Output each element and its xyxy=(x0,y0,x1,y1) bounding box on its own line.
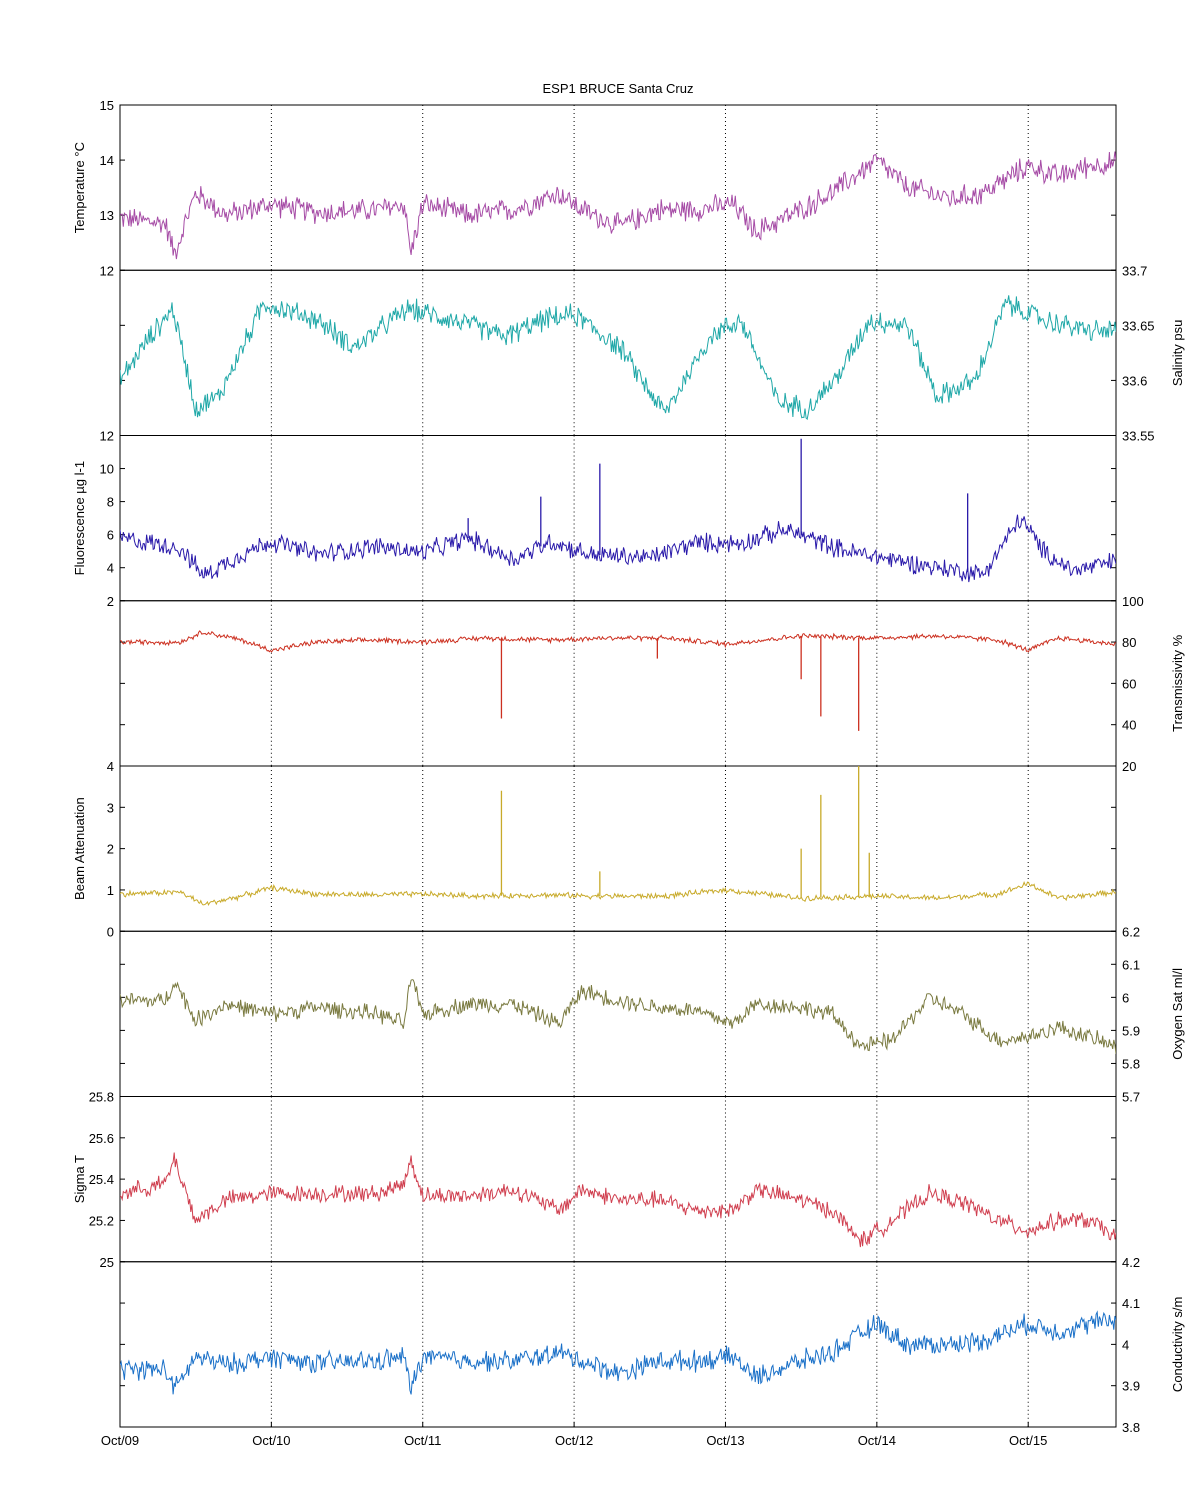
y-axis-label: Salinity psu xyxy=(1170,320,1185,386)
x-tick-label: Oct/10 xyxy=(252,1433,290,1448)
panel-3: 2 4 6 8 10 12 Fluorescence µg l-1 xyxy=(72,429,1117,609)
y-tick-label: 4.2 xyxy=(1122,1255,1140,1270)
series-line xyxy=(120,151,1116,260)
y-axis-label: Fluorescence µg l-1 xyxy=(72,461,87,575)
y-tick-label: 25.8 xyxy=(89,1090,114,1105)
y-axis-label: Beam Attenuation xyxy=(72,797,87,900)
y-tick-label: 15 xyxy=(100,98,114,113)
y-tick-label: 33.55 xyxy=(1122,429,1155,444)
panel-frame xyxy=(119,1096,1117,1263)
y-tick-label: 4 xyxy=(107,759,114,774)
y-tick-label: 13 xyxy=(100,208,114,223)
y-tick-label: 2 xyxy=(107,842,114,857)
y-tick-label: 25.4 xyxy=(89,1172,114,1187)
x-tick-label: Oct/15 xyxy=(1009,1433,1047,1448)
x-tick-label: Oct/09 xyxy=(101,1433,139,1448)
y-tick-label: 2 xyxy=(107,594,114,609)
y-tick-label: 6.2 xyxy=(1122,924,1140,939)
y-tick-label: 4 xyxy=(107,561,114,576)
chart-title: ESP1 BRUCE Santa Cruz xyxy=(542,81,693,96)
panel-frame xyxy=(119,600,1117,767)
y-tick-label: 1 xyxy=(107,883,114,898)
y-tick-label: 33.6 xyxy=(1122,373,1147,388)
y-tick-label: 33.65 xyxy=(1122,318,1155,333)
x-tick-label: Oct/14 xyxy=(858,1433,896,1448)
y-tick-label: 3.8 xyxy=(1122,1420,1140,1435)
x-axis-tick-labels: Oct/09 Oct/10 Oct/11 Oct/12 Oct/13 Oct/14 Oct/… xyxy=(101,1422,1047,1448)
series-line xyxy=(120,295,1116,421)
panel-8: 3.8 3.9 4 4.1 4.2 Conductivity s/m xyxy=(119,1255,1185,1435)
y-tick-label: 12 xyxy=(100,263,114,278)
y-tick-label: 4 xyxy=(1122,1337,1129,1352)
y-tick-label: 3 xyxy=(107,800,114,815)
y-tick-label: 33.7 xyxy=(1122,263,1147,278)
y-tick-label: 8 xyxy=(107,495,114,510)
panel-frame xyxy=(119,435,1117,602)
y-axis-label: Transmissivity % xyxy=(1170,634,1185,731)
y-tick-label: 25 xyxy=(100,1255,114,1270)
panel-7: 25 25.2 25.4 25.6 25.8 Sigma T xyxy=(72,1090,1117,1270)
series-line xyxy=(120,881,1116,906)
y-tick-label: 0 xyxy=(107,924,114,939)
y-tick-label: 60 xyxy=(1122,676,1136,691)
panel-5: 0 1 2 3 4 Beam Attenuation xyxy=(72,759,1117,939)
y-axis-label: Sigma T xyxy=(72,1155,87,1203)
y-tick-label: 25.6 xyxy=(89,1131,114,1146)
y-tick-label: 6 xyxy=(107,528,114,543)
y-tick-label: 25.2 xyxy=(89,1213,114,1228)
panel-frame xyxy=(119,104,1117,271)
panel-1: 12 13 14 15 Temperature °C xyxy=(72,98,1117,278)
y-tick-label: 3.9 xyxy=(1122,1379,1140,1394)
x-tick-label: Oct/13 xyxy=(706,1433,744,1448)
y-tick-label: 12 xyxy=(100,429,114,444)
panel-6: 5.7 5.8 5.9 6 6.1 6.2 Oxygen Sat ml/l xyxy=(119,924,1185,1105)
y-tick-label: 5.8 xyxy=(1122,1056,1140,1071)
series-line xyxy=(120,514,1116,583)
y-tick-label: 10 xyxy=(100,462,114,477)
panel-frame xyxy=(119,765,1117,932)
y-axis-label: Conductivity s/m xyxy=(1170,1297,1185,1392)
series-line xyxy=(120,979,1116,1054)
series-line xyxy=(120,630,1116,653)
y-axis-label: Temperature °C xyxy=(72,142,87,233)
y-tick-label: 14 xyxy=(100,153,114,168)
y-tick-label: 6 xyxy=(1122,990,1129,1005)
y-tick-label: 20 xyxy=(1122,759,1136,774)
x-tick-label: Oct/11 xyxy=(404,1433,441,1448)
panel-2: 33.55 33.6 33.65 33.7 Salinity psu xyxy=(119,263,1185,444)
y-tick-label: 100 xyxy=(1122,594,1144,609)
y-axis-label: Oxygen Sat ml/l xyxy=(1170,968,1185,1060)
y-tick-label: 6.1 xyxy=(1122,957,1140,972)
y-tick-label: 5.9 xyxy=(1122,1023,1140,1038)
panel-frame xyxy=(119,269,1117,436)
y-tick-label: 80 xyxy=(1122,635,1136,650)
y-tick-label: 4.1 xyxy=(1122,1296,1140,1311)
panel-frame xyxy=(119,1261,1117,1428)
panel-4: 20 40 60 80 100 Transmissivity % xyxy=(119,594,1185,774)
series-line xyxy=(120,1310,1116,1395)
series-line xyxy=(120,1152,1116,1248)
y-tick-label: 40 xyxy=(1122,718,1136,733)
x-tick-label: Oct/12 xyxy=(555,1433,593,1448)
y-tick-label: 5.7 xyxy=(1122,1090,1140,1105)
